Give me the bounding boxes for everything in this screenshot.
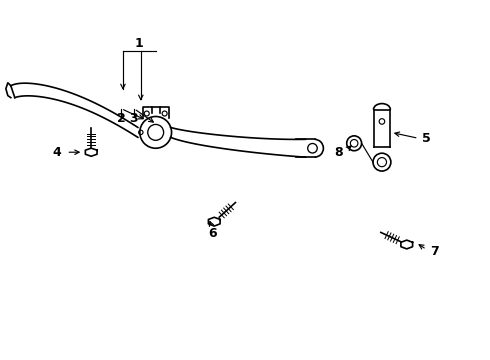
Text: 4: 4 — [53, 146, 61, 159]
Text: 5: 5 — [421, 132, 430, 145]
Text: 2: 2 — [117, 112, 125, 125]
Text: 3: 3 — [129, 112, 138, 125]
Text: 7: 7 — [431, 245, 440, 258]
Text: 1: 1 — [134, 37, 143, 50]
Text: 8: 8 — [335, 146, 343, 159]
Text: 6: 6 — [208, 227, 217, 240]
